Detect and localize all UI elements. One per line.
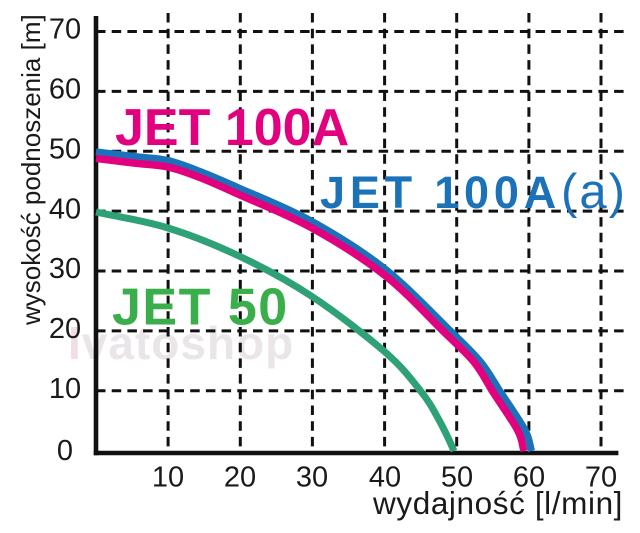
svg-text:50: 50 [441, 462, 473, 494]
svg-text:70: 70 [585, 462, 617, 494]
svg-text:JET 100A: JET 100A [115, 99, 349, 157]
svg-text:40: 40 [369, 462, 401, 494]
svg-text:Ivatoshop: Ivatoshop [68, 317, 294, 369]
svg-text:30: 30 [49, 253, 81, 285]
svg-text:JET 50: JET 50 [112, 279, 289, 337]
svg-text:50: 50 [49, 133, 81, 165]
svg-text:wysokość podnoszenia [m]: wysokość podnoszenia [m] [16, 14, 46, 326]
svg-text:40: 40 [49, 193, 81, 225]
svg-text:60: 60 [49, 74, 81, 106]
svg-text:JET 100A(a): JET 100A(a) [320, 165, 627, 219]
svg-text:10: 10 [152, 462, 184, 494]
svg-text:30: 30 [296, 462, 328, 494]
svg-text:70: 70 [49, 14, 81, 46]
svg-text:10: 10 [49, 373, 81, 405]
svg-text:20: 20 [49, 313, 81, 345]
svg-text:20: 20 [224, 462, 256, 494]
svg-text:0: 0 [57, 435, 73, 467]
svg-text:60: 60 [513, 462, 545, 494]
svg-text:wydajność [l/min]: wydajność [l/min] [372, 485, 623, 521]
